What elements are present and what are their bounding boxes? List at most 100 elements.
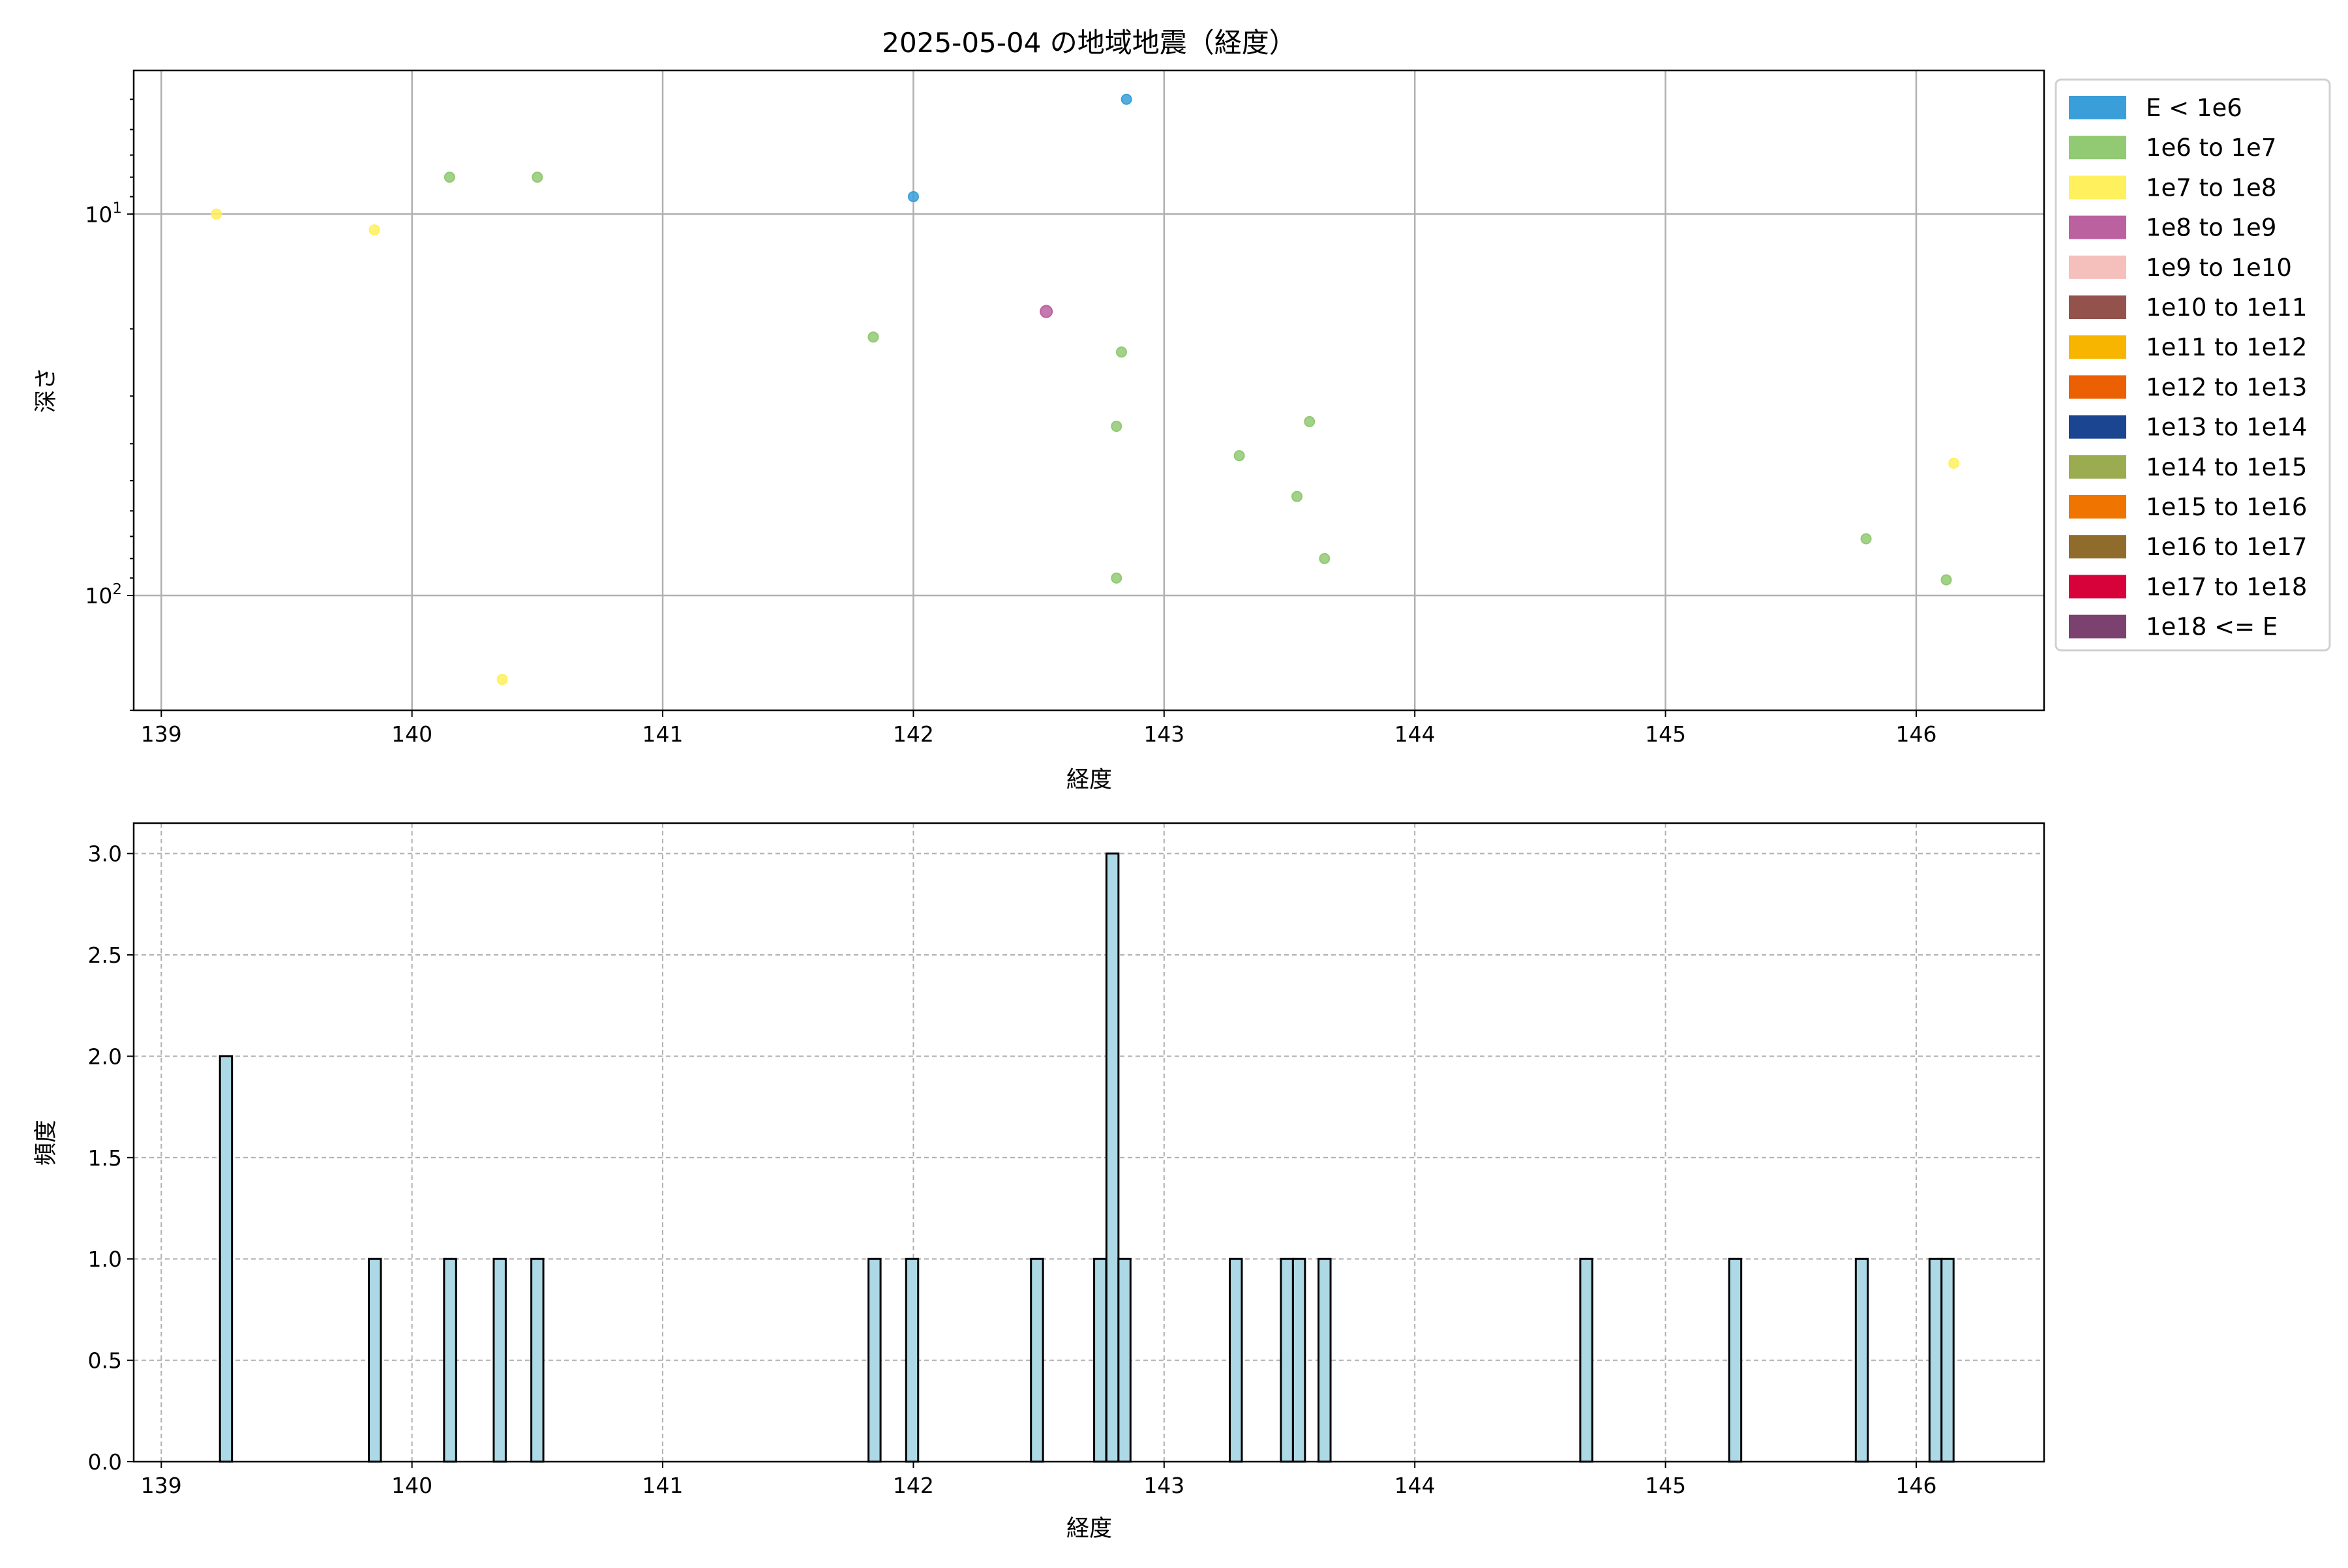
histogram-bar	[1030, 1258, 1044, 1463]
histogram-bar	[218, 1055, 233, 1463]
legend-swatch	[2069, 614, 2126, 639]
histogram-xlabel: 経度	[1066, 1516, 1112, 1542]
y-tick-label: 2.5	[88, 942, 122, 968]
x-tick-label: 142	[893, 721, 934, 747]
legend-label: E < 1e6	[2146, 94, 2242, 122]
legend-swatch	[2069, 535, 2126, 559]
scatter-point	[1121, 93, 1132, 105]
scatter-title: 2025-05-04 の地域地震（経度）	[882, 27, 1296, 59]
histogram-bar	[530, 1258, 545, 1463]
scatter-point	[907, 191, 919, 203]
legend-swatch	[2069, 495, 2126, 519]
scatter-point	[444, 172, 455, 183]
scatter-point	[867, 331, 879, 343]
x-tick-label: 145	[1645, 1473, 1686, 1498]
histogram-bar	[1105, 852, 1120, 1463]
histogram-bar	[1854, 1258, 1869, 1463]
scatter-point	[1319, 552, 1331, 564]
scatter-plot: 139 140 141 142 143 144 145 146 101 102	[85, 69, 2045, 747]
x-tick-label: 139	[141, 721, 182, 747]
y-tick-label: 2.0	[88, 1044, 122, 1069]
histogram-axes-frame	[132, 822, 2045, 1463]
y-tick-label: 0.5	[88, 1348, 122, 1374]
legend-label: 1e11 to 1e12	[2146, 333, 2307, 361]
histogram-bar	[1291, 1258, 1306, 1463]
legend-frame	[2054, 78, 2331, 652]
scatter-xlabel: 経度	[1066, 767, 1112, 793]
legend-swatch	[2069, 575, 2126, 599]
legend-label: 1e8 to 1e9	[2146, 214, 2276, 242]
y-tick-label: 101	[85, 200, 122, 227]
legend-swatch	[2069, 175, 2126, 200]
y-tick-label: 1.5	[88, 1145, 122, 1171]
x-tick-label: 142	[893, 1473, 934, 1498]
histogram-bar	[1317, 1258, 1332, 1463]
legend-swatch	[2069, 415, 2126, 439]
scatter-point	[1304, 415, 1316, 427]
histogram-bar	[492, 1258, 507, 1463]
y-tick-label: 1.0	[88, 1246, 122, 1272]
histogram-bar	[1579, 1258, 1593, 1463]
histogram-bar	[1117, 1258, 1132, 1463]
scatter-axes-frame	[132, 69, 2045, 712]
legend-label: 1e15 to 1e16	[2146, 493, 2307, 521]
x-tick-label: 143	[1143, 721, 1184, 747]
legend-label: 1e10 to 1e11	[2146, 294, 2307, 322]
scatter-point	[1111, 572, 1122, 584]
scatter-point	[496, 674, 508, 686]
histogram-bar	[368, 1258, 382, 1463]
legend-swatch	[2069, 295, 2126, 319]
legend-label: 1e7 to 1e8	[2146, 173, 2276, 202]
legend-swatch	[2069, 455, 2126, 479]
scatter-point	[1233, 450, 1245, 462]
histogram-plot: 139 140 141 142 143 144 145 146 0.0 0.5 1.0 1.5 2.0 2…	[88, 822, 2045, 1498]
histogram-bar	[867, 1258, 882, 1463]
x-tick-label: 143	[1143, 1473, 1184, 1498]
y-tick-label: 102	[85, 581, 122, 609]
legend-swatch	[2069, 136, 2126, 160]
scatter-point	[1291, 490, 1303, 502]
histogram-bar	[1928, 1258, 1943, 1463]
histogram-ylabel: 頻度	[33, 1120, 59, 1166]
scatter-point	[532, 172, 543, 183]
legend-label: 1e14 to 1e15	[2146, 453, 2307, 481]
legend-label: 1e16 to 1e17	[2146, 533, 2307, 561]
x-tick-label: 146	[1895, 721, 1936, 747]
legend: E < 1e6 1e6 to 1e7 1e7 to 1e8 1e8 to 1e9 1e9…	[2054, 78, 2331, 652]
histogram-bar	[1940, 1258, 1955, 1463]
x-tick-label: 139	[141, 1473, 182, 1498]
legend-label: 1e18 <= E	[2146, 613, 2278, 641]
legend-label: 1e6 to 1e7	[2146, 134, 2276, 162]
x-tick-label: 144	[1394, 721, 1436, 747]
histogram-bar	[905, 1258, 920, 1463]
legend-swatch	[2069, 335, 2126, 359]
y-tick-label: 0.0	[88, 1449, 122, 1475]
x-tick-label: 145	[1645, 721, 1686, 747]
scatter-point	[1948, 457, 1960, 469]
histogram-bar	[1280, 1258, 1294, 1463]
scatter-point	[1040, 305, 1053, 318]
legend-swatch	[2069, 96, 2126, 119]
legend-label: 1e17 to 1e18	[2146, 573, 2307, 601]
x-tick-label: 140	[391, 721, 432, 747]
legend-label: 1e13 to 1e14	[2146, 414, 2307, 442]
x-tick-label: 146	[1895, 1473, 1936, 1498]
x-tick-label: 144	[1394, 1473, 1436, 1498]
scatter-point	[1940, 574, 1952, 586]
legend-swatch	[2069, 375, 2126, 399]
legend-label: 1e9 to 1e10	[2146, 254, 2292, 282]
y-tick-label: 3.0	[88, 841, 122, 867]
histogram-bar	[443, 1258, 457, 1463]
scatter-point	[1860, 533, 1872, 545]
scatter-point	[369, 224, 380, 235]
legend-swatch	[2069, 255, 2126, 279]
scatter-point	[1115, 346, 1127, 358]
scatter-point	[1111, 421, 1122, 432]
scatter-point	[211, 208, 222, 220]
legend-swatch	[2069, 215, 2126, 239]
scatter-ylabel: 深さ	[33, 367, 59, 413]
legend-label: 1e12 to 1e13	[2146, 373, 2307, 401]
histogram-bar	[1229, 1258, 1243, 1463]
histogram-bar	[1728, 1258, 1743, 1463]
